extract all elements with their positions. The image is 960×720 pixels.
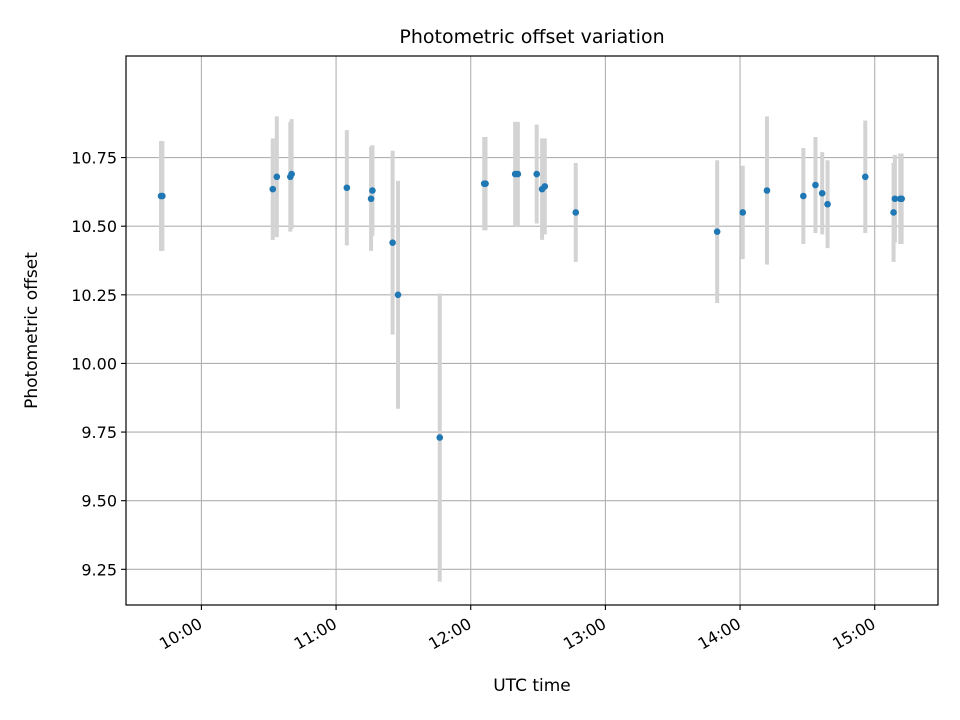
data-point	[389, 239, 396, 246]
plot-area-frame	[125, 55, 939, 606]
data-point	[367, 195, 375, 203]
data-point	[369, 187, 376, 194]
y-tick-label: 10.50	[71, 217, 117, 236]
x-tick-label: 15:00	[829, 614, 878, 654]
axis-ticks: 10:00 11:00 12:00 13:00 14:00 15:00 9.25 9.50 9.…	[71, 149, 879, 654]
x-tick-label: 11:00	[291, 614, 340, 654]
y-axis-label: Photometric offset	[22, 252, 42, 409]
x-tick-label: 12:00	[425, 614, 474, 654]
chart-title: Photometric offset variation	[399, 26, 664, 48]
y-tick-label: 10.00	[71, 354, 117, 373]
y-tick-label: 10.75	[71, 149, 117, 168]
data-point	[713, 228, 721, 235]
data-point	[898, 195, 905, 203]
x-axis-label: UTC time	[493, 676, 571, 696]
data-point	[891, 195, 899, 203]
data-point	[343, 184, 351, 192]
data-point	[159, 192, 166, 200]
data-point	[273, 173, 281, 181]
data-point	[533, 170, 541, 178]
y-tick-label: 10.25	[71, 286, 117, 305]
data-point	[541, 183, 549, 190]
data-point	[824, 200, 831, 208]
data-point	[514, 170, 522, 178]
data-point	[818, 189, 826, 197]
y-tick-label: 9.25	[81, 560, 117, 579]
y-tick-label: 9.50	[81, 492, 117, 511]
data-point	[812, 181, 819, 189]
data-point	[482, 180, 489, 187]
y-tick-label: 9.75	[81, 423, 117, 442]
x-tick-label: 10:00	[156, 614, 205, 654]
data-point	[861, 173, 869, 181]
x-tick-label: 14:00	[695, 614, 744, 654]
data-point	[288, 170, 295, 178]
data-point	[436, 434, 444, 441]
data-point	[763, 187, 771, 194]
data-points	[157, 170, 905, 441]
data-point	[739, 209, 747, 216]
data-point	[890, 209, 897, 216]
data-point	[572, 209, 580, 216]
data-point	[800, 192, 807, 200]
data-point	[269, 185, 277, 193]
x-tick-label: 13:00	[560, 614, 609, 654]
data-point	[394, 291, 402, 299]
